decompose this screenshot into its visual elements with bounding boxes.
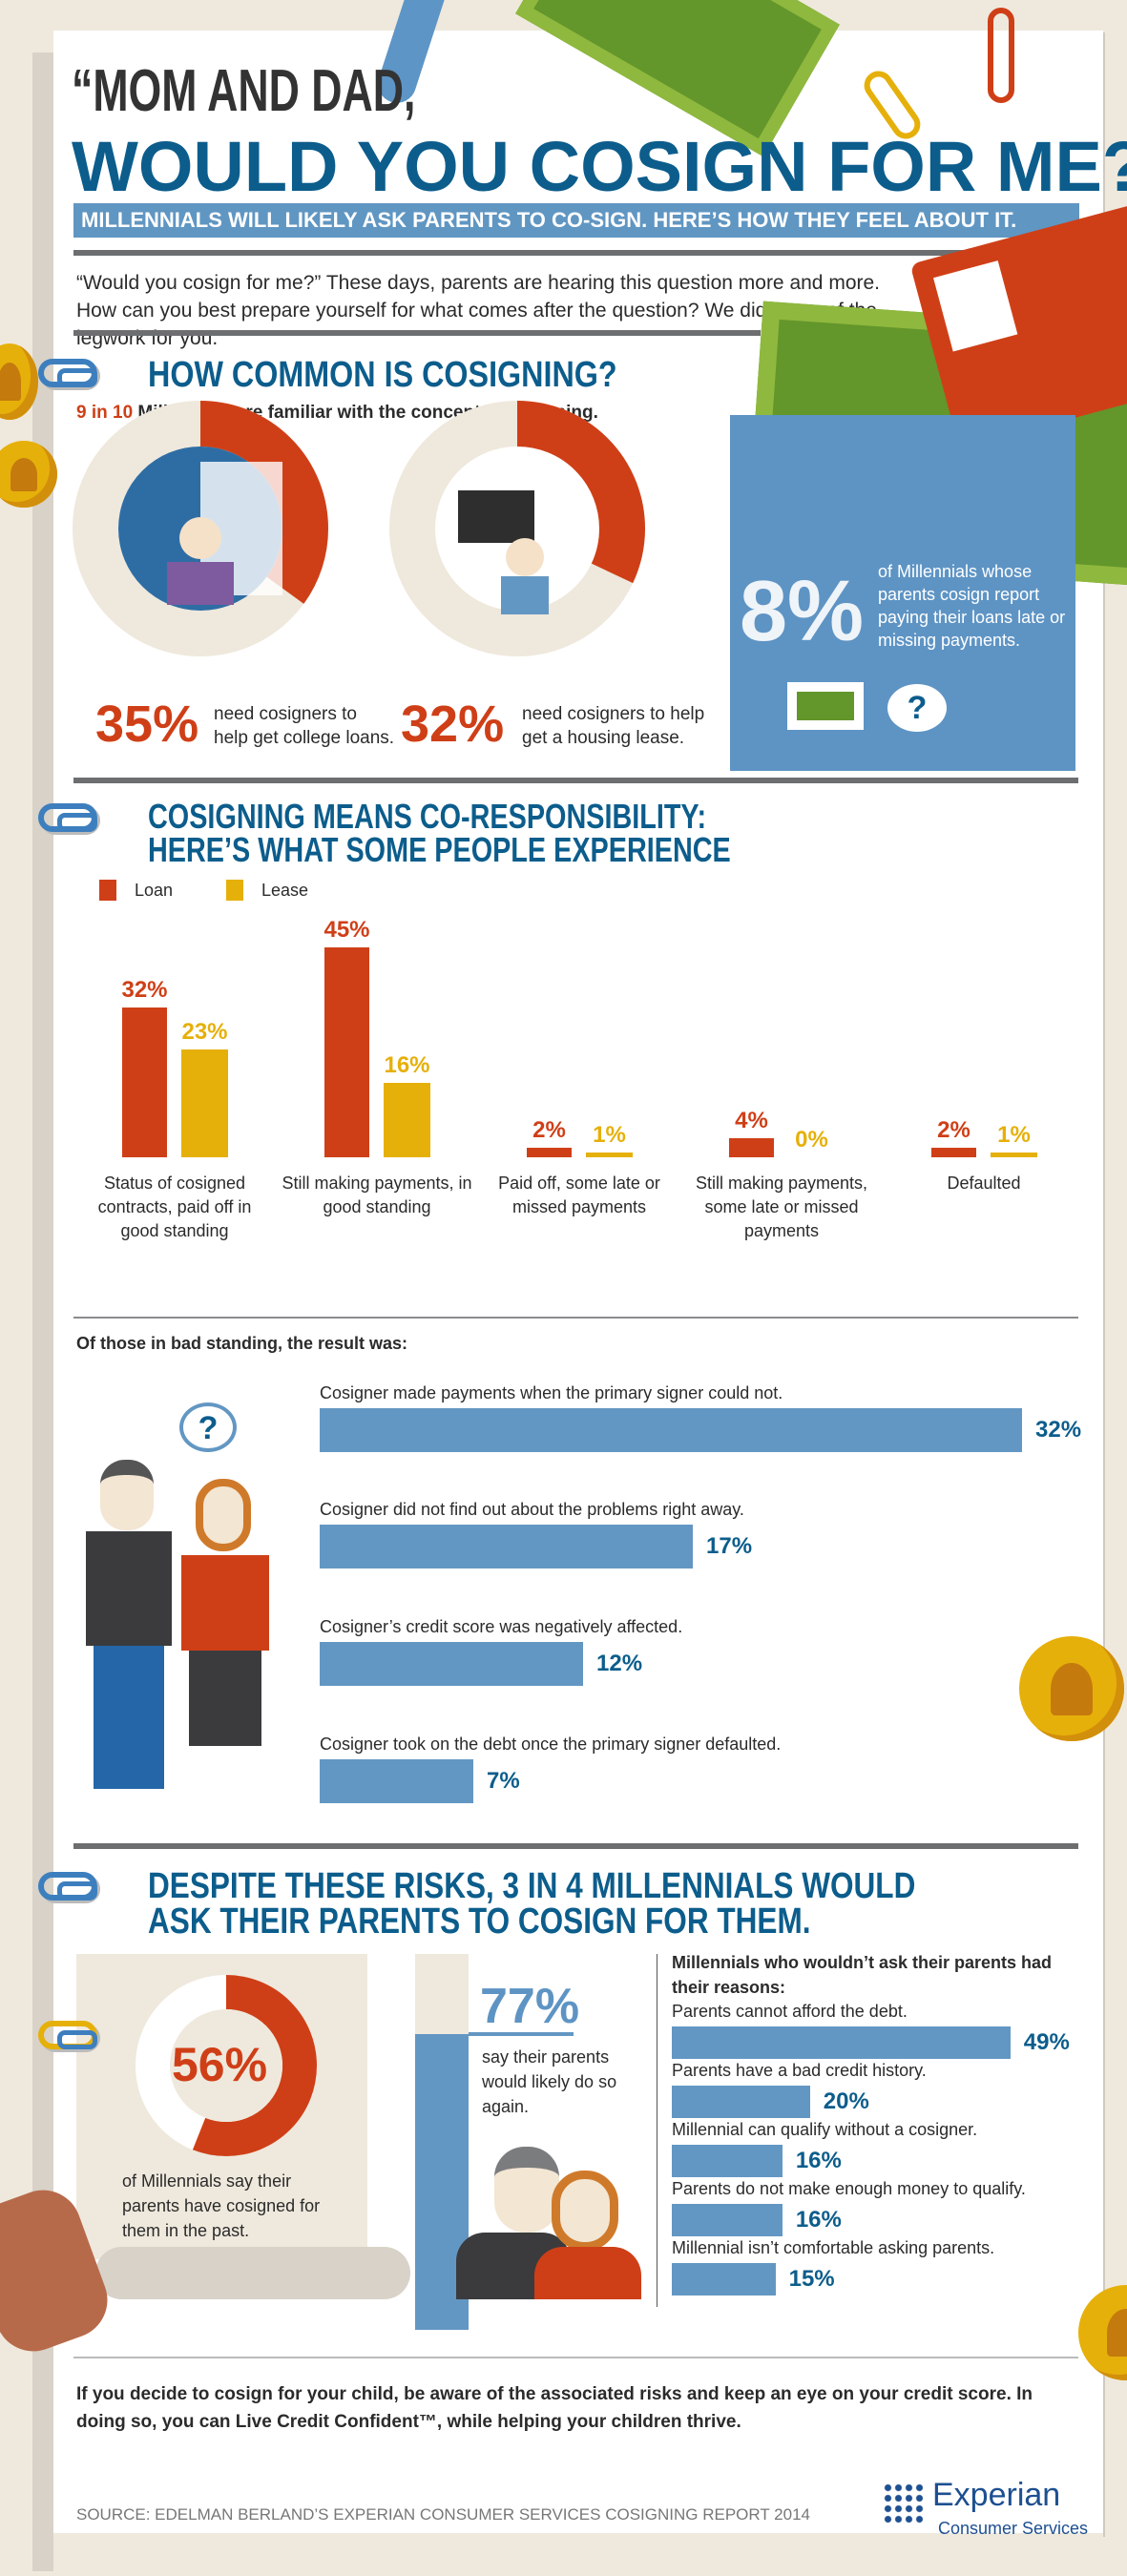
again-caption: say their parents would likely do so aga…	[482, 2047, 617, 2116]
experian-dots-icon	[883, 2483, 925, 2524]
envelope-icon	[787, 682, 864, 730]
reasons-title: Millennials who wouldn’t ask their paren…	[672, 1953, 1053, 1997]
divider	[73, 1317, 1078, 1319]
question-bubble: ?	[887, 684, 947, 732]
panel-accent	[415, 1954, 469, 2034]
past-cosign-value: 56%	[172, 2038, 268, 2091]
past-cosign-donut	[136, 1975, 317, 2156]
donut-college-loans	[73, 401, 328, 656]
title-line2: WOULD YOU COSIGN FOR ME?”	[72, 127, 1127, 206]
section2-heading-line2: HERE’S WHAT SOME PEOPLE EXPERIENCE	[148, 830, 731, 869]
subtitle-text: MILLENNIALS WILL LIKELY ASK PARENTS TO C…	[81, 208, 1017, 232]
experian-logo[interactable]: Experian Consumer Services	[883, 2477, 1093, 2553]
legend-lease-swatch	[226, 880, 243, 901]
title-line1: “MOM AND DAD,	[72, 58, 416, 124]
paperclip-red-icon	[988, 8, 1014, 103]
paperclip-icon	[38, 359, 97, 387]
familiar-highlight: 9 in 10	[76, 403, 134, 423]
rolled-paper-illustration	[95, 2247, 410, 2299]
card-photo	[933, 260, 1018, 352]
paperclip-icon	[38, 1872, 97, 1901]
divider	[73, 250, 1078, 256]
donut-arc-35	[73, 401, 328, 656]
section3-heading-line2: ASK THEIR PARENTS TO COSIGN FOR THEM.	[148, 1901, 811, 1942]
again-underline	[469, 2032, 574, 2036]
donut-arc-32	[389, 401, 645, 656]
section1-heading: HOW COMMON IS COSIGNING?	[148, 355, 617, 395]
divider	[73, 330, 761, 336]
donut-housing-lease	[389, 401, 645, 656]
card-text: of Millennials whose parents cosign repo…	[878, 562, 1066, 650]
coin-icon	[1019, 1636, 1124, 1741]
stat-college-value: 35%	[95, 696, 199, 753]
section2-heading-line1: COSIGNING MEANS CO-RESPONSIBILITY:	[148, 797, 707, 836]
graduate-gown	[167, 562, 234, 605]
divider	[73, 1843, 1078, 1849]
donut-hole	[170, 2009, 282, 2122]
donut-arc-56	[136, 1975, 317, 2156]
stat-lease-value: 32%	[401, 696, 505, 753]
stat-card: 8% of Millennials whose parents cosign r…	[730, 415, 1075, 771]
subtitle-banner: MILLENNIALS WILL LIKELY ASK PARENTS TO C…	[73, 203, 1079, 238]
closing-text: If you decide to cosign for your child, …	[76, 2384, 1033, 2432]
source-text: SOURCE: EDELMAN BERLAND’S EXPERIAN CONSU…	[76, 2505, 810, 2524]
bad-standing-title: Of those in bad standing, the result was…	[76, 1334, 408, 1353]
happy-couple-illustration	[456, 2147, 647, 2299]
logo-name: Experian	[932, 2477, 1061, 2513]
logo-sub: Consumer Services	[938, 2519, 1089, 2538]
past-cosign-caption: of Millennials say their parents have co…	[122, 2171, 321, 2240]
person-face	[506, 538, 544, 576]
coin-icon	[0, 441, 57, 508]
divider	[73, 778, 1078, 783]
paperclip-icon	[38, 803, 97, 832]
donut-charts	[73, 401, 645, 656]
again-value: 77%	[480, 1979, 580, 2034]
card-value: 8%	[740, 564, 865, 659]
legend-lease-label: Lease	[261, 881, 309, 900]
section3-heading-line1: DESPITE THESE RISKS, 3 IN 4 MILLENNIALS …	[148, 1866, 916, 1906]
legend-loan-label: Loan	[135, 881, 174, 900]
paperclip-yellow-icon	[38, 2021, 97, 2049]
stat-lease-caption: need cosigners to help get a housing lea…	[522, 704, 705, 748]
paper-edge	[53, 2533, 1103, 2576]
person-body	[501, 576, 549, 614]
graduate-face	[179, 517, 221, 559]
divider	[73, 2357, 1078, 2358]
question-bubble: ?	[179, 1402, 237, 1452]
stat-college-caption: need cosigners to help get college loans…	[214, 704, 395, 748]
worried-couple-illustration: ?	[76, 1402, 296, 1794]
tv-illustration	[458, 490, 534, 543]
legend-loan-swatch	[99, 880, 116, 901]
